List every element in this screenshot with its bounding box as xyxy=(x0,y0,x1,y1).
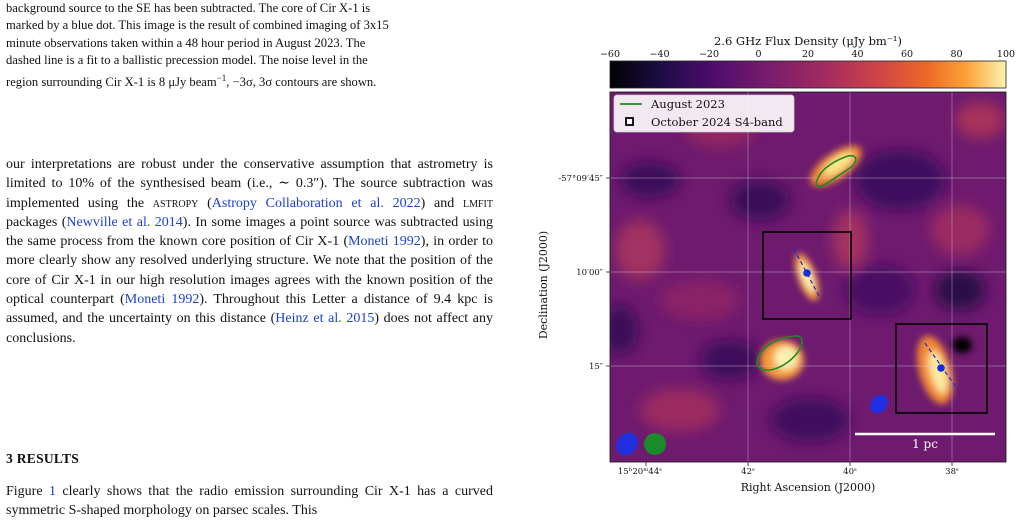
citation-link[interactable]: Astropy Collaboration et al. 2022 xyxy=(211,195,421,211)
citation-link[interactable]: Newville et al. 2014 xyxy=(66,214,183,230)
core-marker xyxy=(803,269,811,277)
beam-ellipse-green xyxy=(644,433,666,455)
x-axis-label: Right Ascension (J2000) xyxy=(741,481,876,494)
colorbar-tick-label: −40 xyxy=(649,49,669,60)
citation-link[interactable]: Moneti 1992 xyxy=(124,292,200,308)
core-marker xyxy=(937,364,945,372)
caption-line: minute observations taken within a 48 ho… xyxy=(6,35,366,50)
inset-beam-ellipse xyxy=(870,394,888,414)
y-tick-label: 15″ xyxy=(589,362,603,372)
y-tick-label: 10′00″ xyxy=(576,268,603,278)
colorbar-tick-label: 20 xyxy=(802,49,814,60)
aug2023-contour xyxy=(756,335,803,371)
legend xyxy=(613,94,795,133)
beam-ellipse-blue xyxy=(616,432,638,456)
body-paragraph: Figure 1 clearly shows that the radio em… xyxy=(6,484,493,519)
colorbar-tick-label: 100 xyxy=(997,49,1015,60)
core-region-box xyxy=(762,231,852,320)
x-tick-label: 38ˢ xyxy=(945,467,959,477)
radio-map-figure: 2.6 GHz Flux Density (μJy bm⁻¹) −60 −40 −2… xyxy=(537,34,1015,494)
colorbar xyxy=(609,60,1007,89)
caption-line: background source to the SE has been sub… xyxy=(6,1,371,15)
figure-reference-link[interactable]: 1 xyxy=(48,484,56,499)
map-frame xyxy=(609,91,1007,463)
colorbar-label: 2.6 GHz Flux Density (μJy bm⁻¹) xyxy=(714,34,902,48)
radio-map-image: 1 pc August 2023 October 2024 S4-band xyxy=(610,92,1006,462)
citation-link[interactable]: Moneti 1992 xyxy=(348,234,421,250)
software-name: astropy xyxy=(152,195,199,211)
caption-line: region surrounding Cir X-1 is 8 μJy beam… xyxy=(6,72,377,89)
section-heading: 3 RESULTS xyxy=(6,451,80,466)
legend-entry: August 2023 xyxy=(650,97,725,111)
colorbar-tick-label: 60 xyxy=(901,49,913,60)
caption-line: dashed line is a fit to a ballistic prec… xyxy=(6,53,368,68)
legend-entry: October 2024 S4-band xyxy=(651,115,783,129)
software-name: lmfit xyxy=(463,195,493,211)
figure-caption: background source to the SE has been sub… xyxy=(6,0,493,91)
colorbar-tick-labels: −60 −40 −20 0 20 40 60 80 100 xyxy=(600,49,1015,60)
aug2023-contour xyxy=(815,154,857,188)
x-tick-label: 42ˢ xyxy=(741,467,755,477)
colorbar-tick-label: 0 xyxy=(755,49,761,60)
body-paragraph: our interpretations are robust under the… xyxy=(6,157,493,346)
colorbar-tick-label: 40 xyxy=(851,49,863,60)
colorbar-tick-label: −20 xyxy=(699,49,719,60)
y-axis-label: Declination (J2000) xyxy=(537,231,550,339)
x-tick-label: 40ˢ xyxy=(843,467,857,477)
scale-bar-label: 1 pc xyxy=(912,437,938,451)
y-tick-label: -57°09′45″ xyxy=(558,174,603,184)
colorbar-tick-label: 80 xyxy=(950,49,962,60)
precession-model-fit xyxy=(793,248,821,299)
october2024-inset-box xyxy=(895,323,988,414)
x-tick-label: 15ʰ20ᵐ44ˢ xyxy=(618,467,662,477)
colorbar-tick-label: −60 xyxy=(600,49,620,60)
citation-link[interactable]: Heinz et al. 2015 xyxy=(275,311,375,327)
caption-line: marked by a blue dot. This image is the … xyxy=(6,18,389,33)
legend-swatch-oct2024 xyxy=(625,117,634,126)
